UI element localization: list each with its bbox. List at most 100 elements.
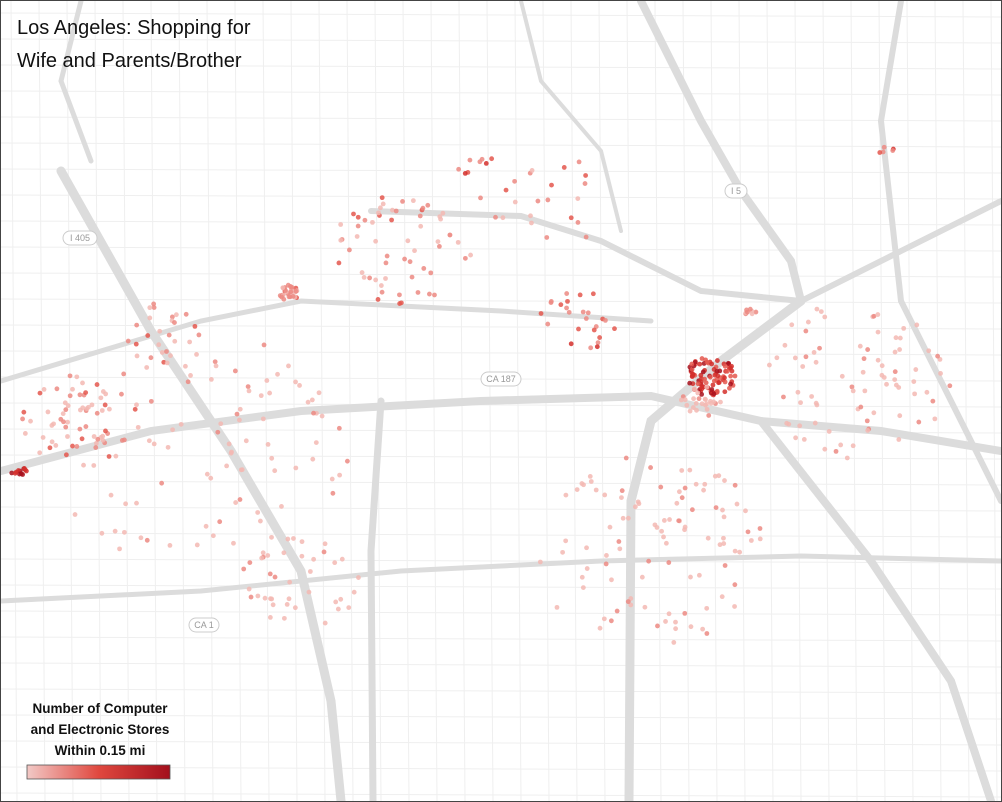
store-dot	[674, 500, 680, 506]
store-dot	[538, 311, 544, 316]
store-dot	[789, 322, 795, 328]
store-dot	[338, 237, 344, 243]
store-dot	[577, 292, 583, 298]
store-dot	[822, 446, 828, 452]
store-dot	[260, 550, 266, 556]
store-dot	[293, 379, 298, 385]
store-dot	[22, 431, 28, 436]
store-dot	[93, 445, 99, 450]
store-dot	[226, 441, 232, 447]
store-dot	[489, 156, 495, 162]
street	[94, 1, 102, 801]
store-dot	[362, 217, 368, 223]
store-dot	[687, 380, 693, 386]
store-dot	[192, 323, 198, 329]
store-dot	[813, 400, 819, 406]
store-dot	[707, 374, 713, 380]
store-dot	[699, 356, 705, 361]
store-dot	[563, 492, 569, 498]
store-dot	[666, 611, 672, 617]
street	[1, 194, 1001, 200]
store-dot	[800, 364, 806, 369]
store-dot	[53, 443, 59, 448]
store-dot	[65, 434, 70, 439]
store-dot	[321, 549, 327, 555]
store-dot	[346, 605, 352, 610]
store-dot	[814, 306, 820, 312]
store-dot	[702, 376, 707, 382]
store-dot	[336, 425, 342, 431]
store-dot	[255, 510, 261, 515]
store-dot	[707, 398, 713, 404]
store-dot	[246, 586, 252, 592]
store-dot	[877, 150, 883, 155]
store-dot	[194, 542, 200, 548]
store-dot	[620, 515, 626, 521]
store-dot	[268, 596, 273, 602]
store-dot	[549, 182, 554, 188]
store-dot	[63, 407, 69, 413]
store-dot	[666, 560, 672, 565]
store-dot	[425, 202, 431, 208]
shield	[188, 617, 220, 633]
store-dot	[407, 259, 413, 265]
store-dot	[146, 438, 152, 444]
store-dot	[594, 344, 600, 350]
legend-title: and Electronic Stores	[31, 722, 170, 737]
store-dot	[512, 199, 518, 205]
store-dot	[409, 274, 415, 280]
store-dot	[70, 443, 75, 449]
store-dot	[897, 413, 903, 419]
store-dot	[722, 363, 728, 369]
store-dot	[932, 416, 938, 422]
store-dot	[258, 393, 264, 399]
store-dot	[356, 575, 361, 580]
store-dot	[83, 424, 89, 429]
store-dot	[839, 373, 845, 379]
store-dot	[37, 450, 43, 456]
store-dot	[583, 234, 589, 240]
store-dot	[293, 465, 299, 471]
store-dot	[183, 311, 189, 317]
store-dot	[49, 439, 55, 445]
store-dot	[588, 345, 594, 351]
road-shields: I 405 I 5 CA 187 CA 1	[62, 183, 748, 633]
store-dot	[797, 423, 803, 429]
store-dot	[134, 500, 139, 506]
store-dot	[259, 555, 265, 561]
store-dot	[147, 305, 153, 311]
store-dot	[732, 373, 738, 379]
store-dot	[72, 512, 78, 517]
street	[122, 1, 130, 801]
street	[38, 1, 46, 801]
store-dot	[218, 421, 224, 427]
store-dot	[676, 489, 682, 495]
store-dot	[359, 270, 365, 275]
store-dot	[721, 535, 726, 541]
store-dot	[21, 466, 27, 471]
store-dot	[269, 455, 275, 461]
store-dot	[706, 413, 712, 418]
store-dot	[689, 361, 695, 367]
store-dot	[299, 553, 305, 559]
store-dot	[580, 585, 586, 590]
store-dot	[717, 542, 723, 548]
store-dot	[151, 301, 157, 307]
store-dot	[37, 390, 43, 396]
store-dot	[309, 397, 315, 403]
store-dot	[781, 394, 786, 400]
store-dot	[838, 442, 844, 448]
store-dot	[305, 399, 311, 405]
store-dot	[679, 468, 685, 473]
store-dot	[703, 380, 709, 386]
store-dot	[410, 198, 416, 204]
store-dot	[246, 388, 252, 394]
store-dot	[95, 436, 101, 442]
store-dot	[603, 561, 609, 567]
store-dot	[74, 444, 80, 449]
store-dot	[696, 572, 702, 578]
store-dot	[172, 320, 177, 325]
store-dot	[166, 332, 172, 338]
store-dot	[663, 619, 668, 624]
